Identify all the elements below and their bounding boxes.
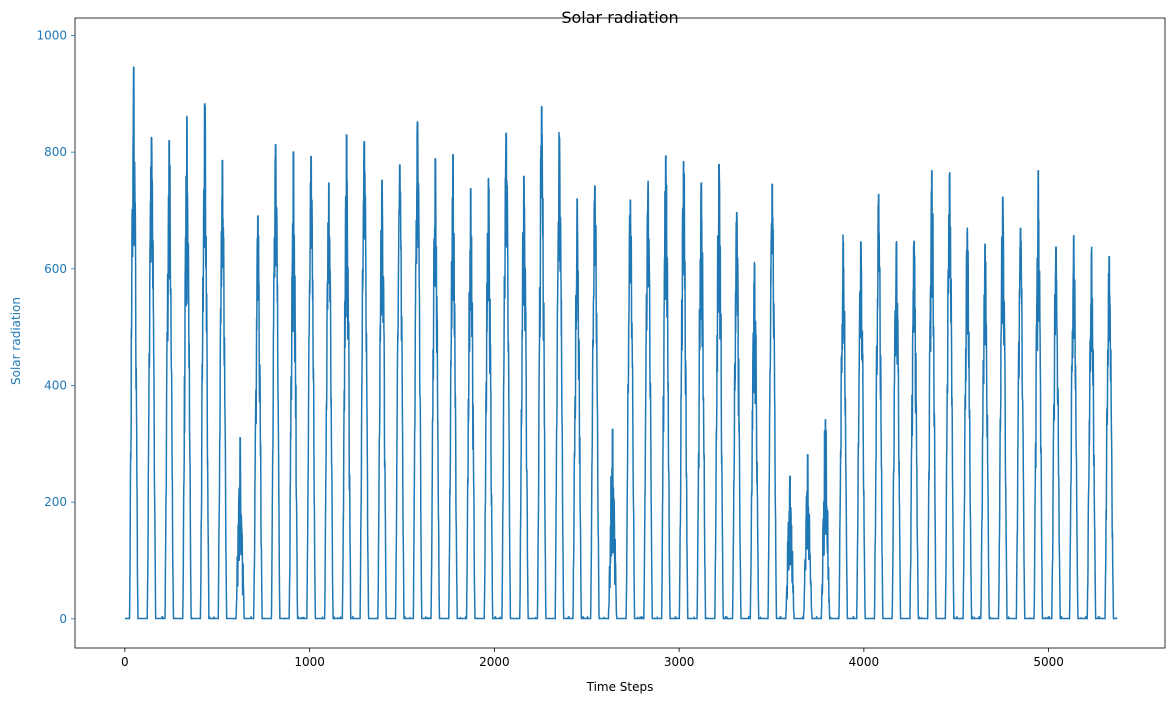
y-tick-label: 200 (44, 495, 67, 509)
x-tick-label: 1000 (294, 655, 325, 669)
y-axis: 0 200 400 600 800 1000 (36, 29, 75, 626)
x-tick-label: 2000 (479, 655, 510, 669)
y-tick-label: 0 (59, 612, 67, 626)
series-line-solar-radiation (124, 66, 1118, 620)
x-axis: 0 1000 2000 3000 4000 5000 (121, 648, 1064, 669)
chart-title: Solar radiation (561, 8, 678, 27)
plot-area (124, 66, 1118, 620)
x-tick-label: 4000 (849, 655, 880, 669)
x-tick-label: 3000 (664, 655, 695, 669)
y-tick-label: 800 (44, 145, 67, 159)
x-tick-label: 5000 (1033, 655, 1064, 669)
y-axis-label: Solar radiation (9, 297, 23, 385)
y-tick-label: 1000 (36, 29, 67, 43)
y-tick-label: 400 (44, 379, 67, 393)
x-axis-label: Time Steps (586, 680, 654, 694)
axes-frame (74, 17, 1166, 649)
y-tick-label: 600 (44, 262, 67, 276)
x-tick-label: 0 (121, 655, 129, 669)
